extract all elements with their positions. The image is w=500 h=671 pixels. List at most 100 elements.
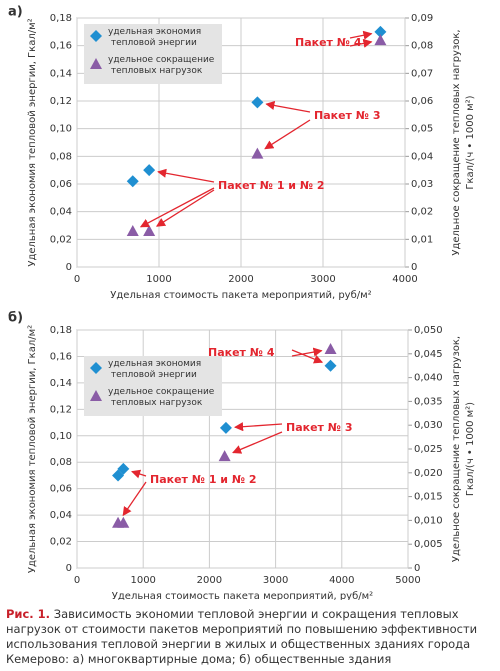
y-tick-label: 0,14 xyxy=(50,378,72,389)
point xyxy=(374,34,387,46)
y2-tick-label: 0,01 xyxy=(411,234,433,245)
legend-box xyxy=(84,356,222,416)
annotation-arrow xyxy=(232,431,283,454)
point xyxy=(218,450,231,462)
point xyxy=(251,147,264,159)
annotation-arrow xyxy=(234,422,283,432)
annotation-arrow xyxy=(131,469,147,479)
x-axis-label: Удельная стоимость пакета мероприятий, р… xyxy=(110,290,371,301)
point xyxy=(374,25,387,38)
y-tick-label: 0,08 xyxy=(50,457,72,468)
y-tick-label: 0,06 xyxy=(50,179,72,190)
y-tick-label: 0,12 xyxy=(50,404,72,415)
y-tick-label: 0,04 xyxy=(50,510,72,521)
y-tick-label: 0,02 xyxy=(50,537,72,548)
y2-tick-label: 0,09 xyxy=(411,13,433,24)
y2-tick-label: 0,040 xyxy=(414,373,443,384)
figure: а) 0 0,02 0,04 0,06 0,08 0,10 0,12 0,14 0,16 0,18 0… xyxy=(8,5,476,601)
legend-line: удельное сокращение xyxy=(108,55,215,65)
annotation: Пакет № 1 и № 2 xyxy=(218,179,325,192)
x-tick-label: 0 xyxy=(74,575,80,586)
annotation: Пакет № 4 xyxy=(295,36,362,49)
x-tick-label: 3000 xyxy=(310,274,335,285)
y-tick-label: 0,16 xyxy=(50,351,72,362)
legend-label: удельная экономия тепловой энергии xyxy=(108,27,201,48)
y2-tick-label: 0,020 xyxy=(414,468,443,479)
legend-label: удельная экономия тепловой энергии xyxy=(108,359,201,380)
annotation-arrow xyxy=(349,30,373,40)
legend-line: тепловых нагрузок xyxy=(108,398,203,408)
x-tick-label: 0 xyxy=(74,274,80,285)
y2-tick-label: 0,015 xyxy=(414,492,443,503)
y2-tick-label: 0,050 xyxy=(414,325,443,336)
x-tick-label: 3000 xyxy=(263,575,288,586)
x-tick-label: 1000 xyxy=(130,575,155,586)
legend-box xyxy=(84,24,222,84)
legend-marker xyxy=(90,58,102,69)
annotation-arrow xyxy=(139,187,215,228)
x-tick-label: 2000 xyxy=(197,575,222,586)
y-tick-label: 0,08 xyxy=(50,151,72,162)
y2-tick-label: 0,03 xyxy=(411,179,433,190)
x-axis-label: Удельная стоимость пакета мероприятий, р… xyxy=(112,591,373,600)
y2-tick-label: 0,010 xyxy=(414,515,443,526)
x-tick-label: 5000 xyxy=(395,575,420,586)
y-tick-label: 0,04 xyxy=(50,207,72,218)
annotation-arrow xyxy=(264,119,311,150)
point xyxy=(324,359,337,372)
annotation: Пакет № 1 и № 2 xyxy=(150,473,257,486)
y2-tick-label: 0,04 xyxy=(411,151,433,162)
y-tick-label: 0 xyxy=(66,262,72,273)
y2-axis-label: Гкал/(ч • 1000 м²) xyxy=(465,402,476,496)
y-tick-label: 0,06 xyxy=(50,484,72,495)
y2-tick-label: 0,045 xyxy=(414,349,443,360)
y-tick-label: 0,10 xyxy=(50,124,72,135)
y-tick-label: 0,02 xyxy=(50,234,72,245)
legend: удельная экономия тепловой энергииудельн… xyxy=(84,24,222,84)
y2-tick-label: 0,02 xyxy=(411,207,433,218)
annotation-arrow xyxy=(157,168,215,183)
y2-tick-label: 0,030 xyxy=(414,420,443,431)
point xyxy=(126,225,139,237)
annotation-arrow xyxy=(291,347,323,357)
point xyxy=(143,164,156,177)
y2-tick-label: 0,07 xyxy=(411,68,433,79)
y-tick-label: 0,16 xyxy=(50,41,72,52)
y2-tick-label: 0,06 xyxy=(411,96,433,107)
y-tick-label: 0 xyxy=(66,563,72,574)
legend-line: тепловых нагрузок xyxy=(108,66,203,76)
annotation-arrow xyxy=(155,189,215,227)
legend-marker xyxy=(90,390,102,401)
y-tick-label: 0,10 xyxy=(50,431,72,442)
legend-label: удельное сокращение тепловых нагрузок xyxy=(108,387,215,408)
y2-axis-label: Удельное сокращение тепловых нагрузок, xyxy=(451,29,462,255)
caption-text: Зависимость экономии тепловой энергии и … xyxy=(6,607,478,666)
point xyxy=(143,225,156,237)
y2-axis-label: Удельное сокращение тепловых нагрузок, xyxy=(451,336,462,562)
legend-line: удельное сокращение xyxy=(108,387,215,397)
annotation: Пакет № 4 xyxy=(208,346,275,359)
y-axis-label: Удельная экономия тепловой энергии, Гкал… xyxy=(27,325,38,573)
y-tick-label: 0,14 xyxy=(50,68,72,79)
point xyxy=(251,96,264,109)
legend-line: удельная экономия xyxy=(108,27,201,37)
annotation-arrow xyxy=(122,481,147,517)
y2-axis-label: Гкал/(ч • 1000 м²) xyxy=(465,95,476,189)
y-axis-label: Удельная экономия тепловой энергии, Гкал… xyxy=(27,18,38,266)
y2-tick-label: 0 xyxy=(411,262,417,273)
x-tick-label: 4000 xyxy=(329,575,354,586)
y2-tick-label: 0,08 xyxy=(411,41,433,52)
y2-tick-label: 0 xyxy=(414,563,420,574)
point xyxy=(126,175,139,188)
annotation: Пакет № 3 xyxy=(314,109,380,122)
annotation: Пакет № 3 xyxy=(286,421,352,434)
x-tick-label: 1000 xyxy=(146,274,171,285)
x-tick-label: 4000 xyxy=(392,274,417,285)
annotation-arrow xyxy=(291,349,324,364)
y2-tick-label: 0,005 xyxy=(414,539,443,550)
panel-label: а) xyxy=(8,5,23,20)
y-tick-label: 0,12 xyxy=(50,96,72,107)
x-tick-label: 2000 xyxy=(228,274,253,285)
legend-line: удельная экономия xyxy=(108,359,201,369)
